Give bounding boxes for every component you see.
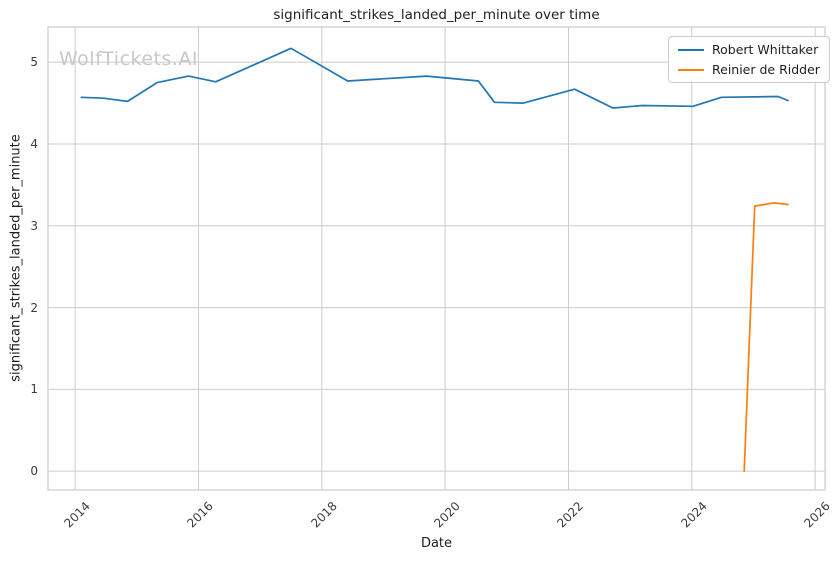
legend: Robert Whittaker Reinier de Ridder bbox=[668, 36, 830, 83]
axes-spines bbox=[47, 26, 826, 491]
chart-title: significant_strikes_landed_per_minute ov… bbox=[273, 7, 600, 23]
y-tick-label: 3 bbox=[30, 218, 38, 233]
x-axis-label: Date bbox=[420, 536, 453, 551]
y-tick-label: 4 bbox=[30, 136, 38, 151]
y-tick-label: 0 bbox=[30, 464, 38, 479]
legend-label: Reinier de Ridder bbox=[712, 62, 820, 77]
legend-line-swatch bbox=[678, 68, 704, 71]
series-line bbox=[743, 202, 789, 473]
legend-line-swatch bbox=[678, 48, 704, 51]
series-line bbox=[80, 47, 789, 109]
legend-item: Robert Whittaker bbox=[678, 42, 820, 57]
y-tick-label: 5 bbox=[30, 55, 38, 70]
legend-label: Robert Whittaker bbox=[712, 42, 819, 57]
watermark: WolfTickets.AI bbox=[59, 48, 199, 70]
y-axis-label: significant_strikes_landed_per_minute bbox=[8, 134, 24, 382]
legend-item: Reinier de Ridder bbox=[678, 62, 820, 77]
y-tick-label: 1 bbox=[30, 382, 38, 397]
y-tick-label: 2 bbox=[30, 300, 38, 315]
